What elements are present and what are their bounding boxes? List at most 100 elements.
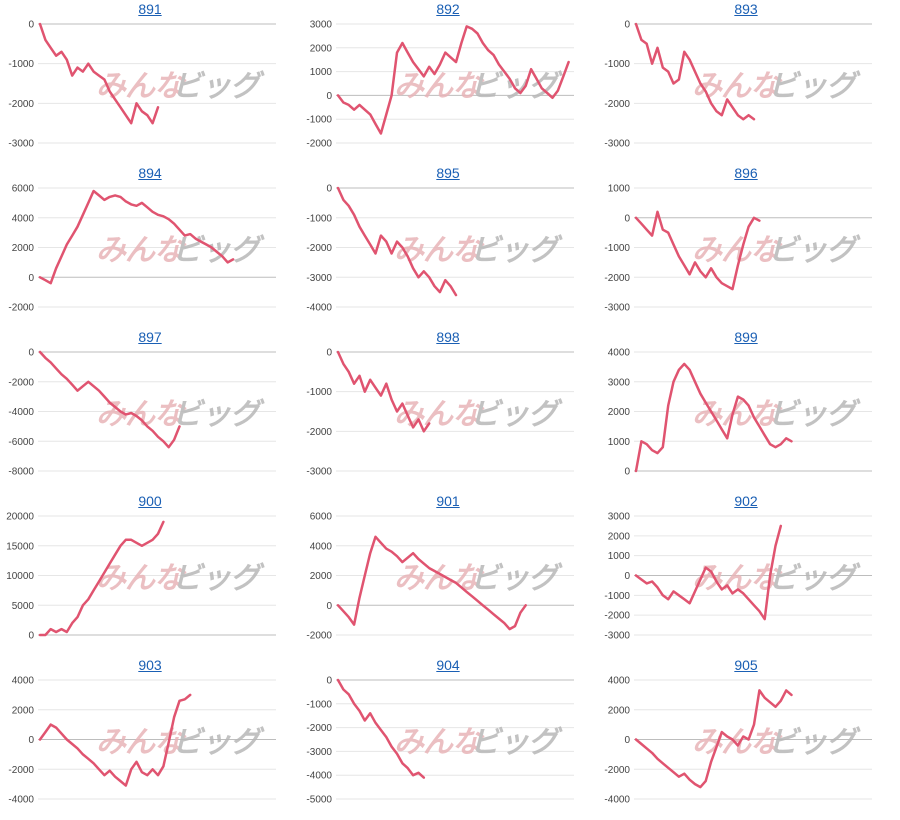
y-tick-label: -1000 bbox=[604, 591, 630, 602]
chart-panel: 3000 2000 1000 0 -1000 -2000 -3000 みんな ビッグ 902 bbox=[596, 492, 896, 656]
watermark-right-text: ビッグ bbox=[768, 397, 861, 432]
chart-panel: 3000 2000 1000 0 -1000 -2000 みんな ビッグ 892 bbox=[298, 0, 598, 164]
y-tick-label: -5000 bbox=[306, 795, 332, 806]
watermark-left-text: みんな bbox=[394, 397, 485, 432]
y-tick-label: -1000 bbox=[306, 115, 332, 126]
y-tick-label: 4000 bbox=[12, 213, 35, 224]
chart-title-link[interactable]: 891 bbox=[138, 1, 162, 17]
chart-title-link[interactable]: 895 bbox=[436, 165, 460, 181]
watermark-right-text: ビッグ bbox=[172, 69, 265, 104]
chart-panel: 4000 3000 2000 1000 0 みんな ビッグ 899 bbox=[596, 328, 896, 492]
y-tick-label: 0 bbox=[28, 273, 34, 284]
y-tick-label: 0 bbox=[326, 91, 332, 102]
y-tick-label: -2000 bbox=[306, 631, 332, 642]
watermark-left-text: みんな bbox=[394, 69, 485, 104]
y-tick-label: -3000 bbox=[604, 631, 630, 642]
y-tick-label: 6000 bbox=[310, 512, 333, 523]
chart-title-link[interactable]: 898 bbox=[436, 329, 460, 345]
y-tick-label: 0 bbox=[326, 348, 332, 359]
watermark-right-text: ビッグ bbox=[172, 397, 265, 432]
y-tick-label: 2000 bbox=[12, 243, 35, 254]
y-tick-label: 4000 bbox=[310, 541, 333, 552]
chart-panel: 0 -2000 -4000 -6000 -8000 みんな ビッグ 897 bbox=[0, 328, 300, 492]
chart-panel: 0 -1000 -2000 -3000 みんな ビッグ 891 bbox=[0, 0, 300, 164]
chart-title-link[interactable]: 894 bbox=[138, 165, 162, 181]
chart-title-link[interactable]: 901 bbox=[436, 493, 460, 509]
y-tick-label: 0 bbox=[326, 676, 332, 687]
watermark-left-text: みんな bbox=[394, 561, 485, 596]
series-line bbox=[38, 22, 160, 125]
y-tick-label: -1000 bbox=[8, 59, 34, 70]
chart-panel: 4000 2000 0 -2000 -4000 みんな ビッグ 903 bbox=[0, 656, 300, 820]
y-tick-label: -2000 bbox=[306, 243, 332, 254]
series-line bbox=[336, 678, 426, 779]
y-tick-label: 0 bbox=[28, 348, 34, 359]
y-tick-label: -2000 bbox=[306, 723, 332, 734]
chart-title-link[interactable]: 899 bbox=[734, 329, 758, 345]
watermark-right-text: ビッグ bbox=[768, 69, 861, 104]
y-tick-label: -1000 bbox=[604, 59, 630, 70]
y-tick-label: 2000 bbox=[608, 531, 631, 542]
watermark-left-text: みんな bbox=[692, 397, 783, 432]
y-tick-label: -4000 bbox=[306, 303, 332, 314]
chart-title-link[interactable]: 893 bbox=[734, 1, 758, 17]
watermark-right-text: ビッグ bbox=[172, 233, 265, 268]
y-tick-label: -4000 bbox=[604, 795, 630, 806]
y-tick-label: -2000 bbox=[8, 99, 34, 110]
watermark-right-text: ビッグ bbox=[172, 725, 265, 760]
chart-title-link[interactable]: 903 bbox=[138, 657, 162, 673]
y-tick-label: 2000 bbox=[310, 571, 333, 582]
y-tick-label: -3000 bbox=[8, 139, 34, 150]
watermark-right-text: ビッグ bbox=[172, 561, 265, 596]
chart-title-link[interactable]: 900 bbox=[138, 493, 162, 509]
chart-title-link[interactable]: 904 bbox=[436, 657, 460, 673]
chart-title-link[interactable]: 896 bbox=[734, 165, 758, 181]
y-tick-label: -3000 bbox=[306, 467, 332, 478]
series-line bbox=[38, 189, 235, 285]
series-line bbox=[634, 22, 756, 121]
y-tick-label: 2000 bbox=[310, 43, 333, 54]
watermark-right-text: ビッグ bbox=[470, 397, 563, 432]
y-tick-label: 0 bbox=[624, 571, 630, 582]
watermark-right-text: ビッグ bbox=[470, 561, 563, 596]
watermark-left-text: みんな bbox=[96, 69, 187, 104]
y-tick-label: 2000 bbox=[608, 407, 631, 418]
chart-panel: 0 -1000 -2000 -3000 みんな ビッグ 893 bbox=[596, 0, 896, 164]
y-tick-label: 3000 bbox=[608, 512, 631, 523]
watermark-right-text: ビッグ bbox=[470, 233, 563, 268]
y-tick-label: -2000 bbox=[8, 303, 34, 314]
chart-title-link[interactable]: 902 bbox=[734, 493, 758, 509]
y-tick-label: 1000 bbox=[608, 551, 631, 562]
y-tick-label: -3000 bbox=[306, 747, 332, 758]
chart-title-link[interactable]: 897 bbox=[138, 329, 162, 345]
watermark-right-text: ビッグ bbox=[768, 725, 861, 760]
chart-title-link[interactable]: 892 bbox=[436, 1, 460, 17]
y-tick-label: -2000 bbox=[604, 611, 630, 622]
chart-panel: 20000 15000 10000 5000 0 みんな ビッグ 900 bbox=[0, 492, 300, 656]
series-line bbox=[336, 25, 570, 135]
series-line bbox=[38, 350, 181, 449]
y-tick-label: 15000 bbox=[6, 541, 34, 552]
watermark-right-text: ビッグ bbox=[768, 233, 861, 268]
y-tick-label: 20000 bbox=[6, 512, 34, 523]
y-tick-label: 4000 bbox=[608, 676, 631, 687]
y-tick-label: 4000 bbox=[12, 676, 35, 687]
y-tick-label: -3000 bbox=[604, 139, 630, 150]
watermark-left-text: みんな bbox=[96, 233, 187, 268]
watermark-left-text: みんな bbox=[692, 725, 783, 760]
chart-title-link[interactable]: 905 bbox=[734, 657, 758, 673]
series-line bbox=[336, 350, 431, 433]
y-tick-label: 0 bbox=[326, 184, 332, 195]
